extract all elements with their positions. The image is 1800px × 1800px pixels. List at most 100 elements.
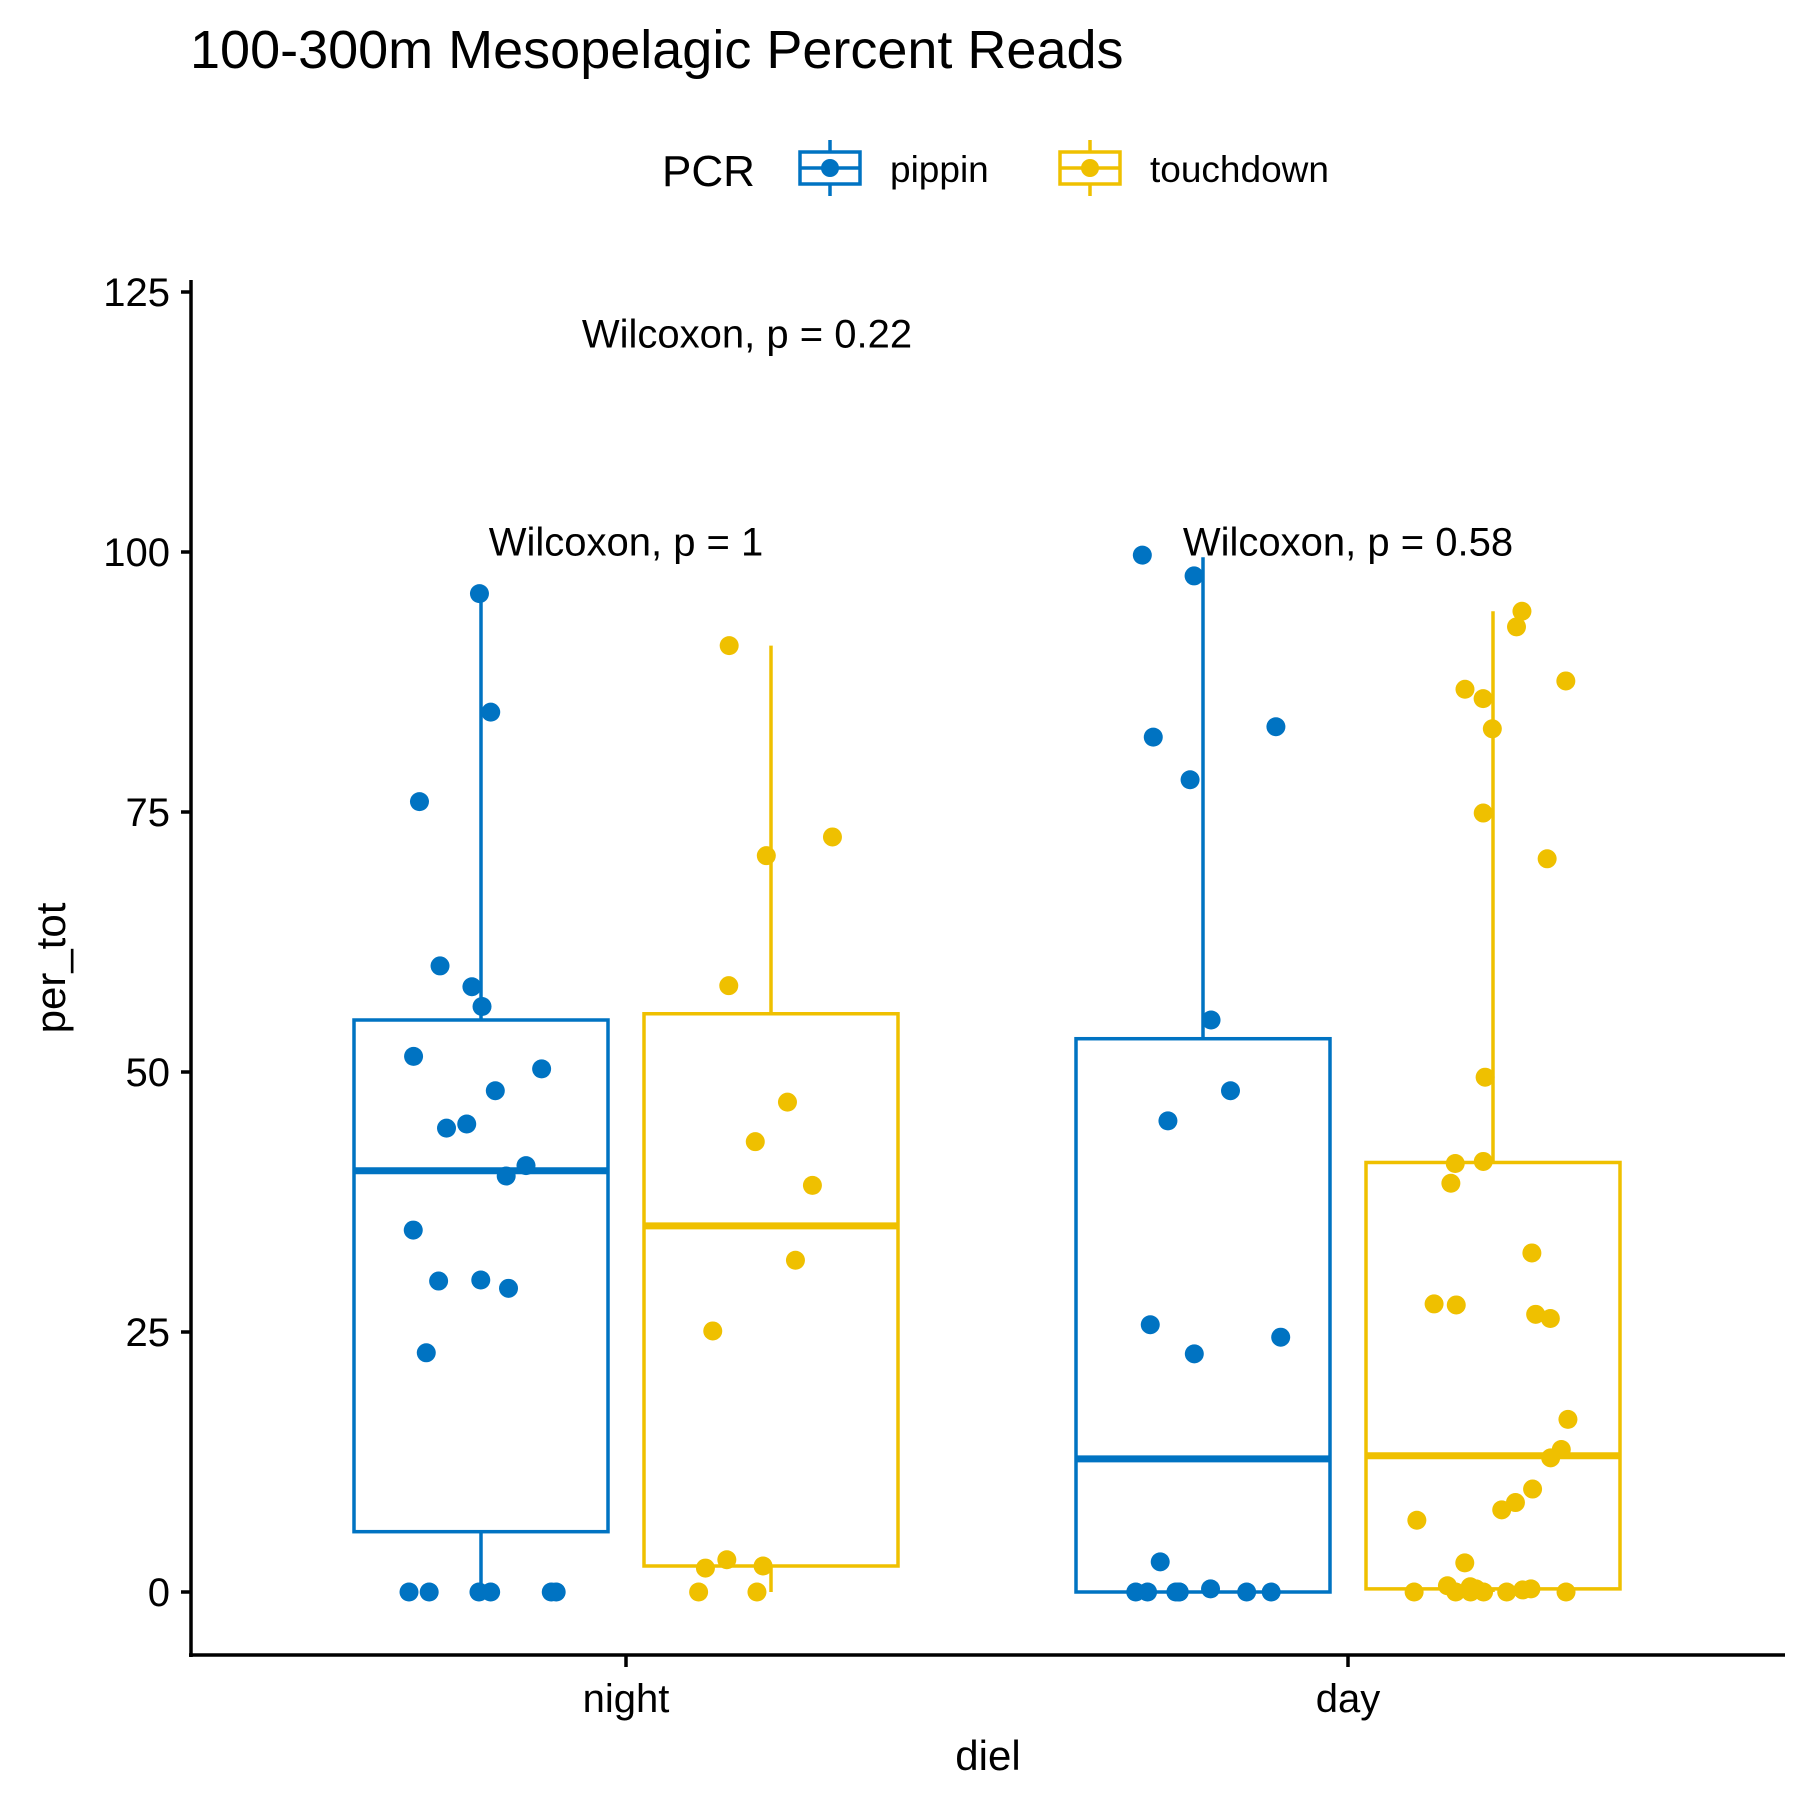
legend-item-touchdown: touchdown [1058, 140, 1329, 196]
data-point-pippin [1201, 1010, 1221, 1030]
annotation-label: Wilcoxon, p = 0.22 [582, 313, 912, 357]
data-point-touchdown [1512, 601, 1532, 621]
data-point-touchdown [1473, 803, 1493, 823]
data-point-pippin [1158, 1111, 1178, 1131]
legend-label: touchdown [1150, 149, 1329, 190]
data-point-touchdown [1556, 1582, 1576, 1602]
data-point-pippin [1126, 1582, 1146, 1602]
data-point-touchdown [1523, 1479, 1543, 1499]
data-point-pippin [1201, 1579, 1221, 1599]
box-iqr [1074, 1036, 1332, 1594]
data-point-pippin [409, 792, 429, 812]
data-point-touchdown [777, 1092, 797, 1112]
x-axis: night day diel [189, 1653, 1785, 1779]
data-point-touchdown [1482, 719, 1502, 739]
data-point-pippin [472, 996, 492, 1016]
data-point-touchdown [1473, 1151, 1493, 1171]
data-point-touchdown [1404, 1582, 1424, 1602]
data-point-pippin [499, 1278, 519, 1298]
y-axis-title: per_tot [27, 902, 74, 1033]
data-point-touchdown [1540, 1308, 1560, 1328]
data-point-touchdown [719, 636, 739, 656]
data-point-pippin [1169, 1582, 1189, 1602]
data-point-pippin [462, 977, 482, 997]
data-point-touchdown [1497, 1582, 1517, 1602]
data-point-pippin [1261, 1582, 1281, 1602]
box-iqr [1364, 1160, 1622, 1591]
data-point-pippin [416, 1343, 436, 1363]
data-point-touchdown [802, 1175, 822, 1195]
data-point-pippin [496, 1166, 516, 1186]
data-point-touchdown [689, 1582, 709, 1602]
data-point-touchdown [695, 1558, 715, 1578]
data-point-touchdown [1556, 671, 1576, 691]
data-point-pippin [404, 1046, 424, 1066]
data-point-pippin [1184, 566, 1204, 586]
data-point-pippin [481, 702, 501, 722]
data-point-touchdown [822, 827, 842, 847]
plot-area: Wilcoxon, p = 0.22 Wilcoxon, p = 1 Wilcoxo… [352, 313, 1622, 1602]
data-point-pippin [1220, 1081, 1240, 1101]
box-pippin-day [1074, 557, 1332, 1594]
data-point-pippin [437, 1118, 457, 1138]
data-point-touchdown [1446, 1295, 1466, 1315]
data-point-touchdown [1492, 1500, 1512, 1520]
data-point-pippin [1237, 1582, 1257, 1602]
box-touchdown-night [642, 645, 900, 1592]
annotation-label: Wilcoxon, p = 1 [489, 521, 764, 565]
data-point-touchdown [1507, 617, 1527, 637]
data-point-touchdown [1522, 1243, 1542, 1263]
data-point-touchdown [785, 1250, 805, 1270]
data-point-pippin [1184, 1344, 1204, 1364]
x-tick-label: day [1316, 1677, 1381, 1721]
data-point-pippin [532, 1059, 552, 1079]
data-point-pippin [429, 1271, 449, 1291]
y-tick-label: 100 [103, 531, 170, 575]
legend: PCR pippin touchdown [662, 140, 1329, 196]
y-tick-label: 75 [126, 791, 171, 835]
annotation-label: Wilcoxon, p = 0.58 [1183, 521, 1513, 565]
chart-title: 100-300m Mesopelagic Percent Reads [190, 20, 1124, 80]
box-iqr [352, 1018, 610, 1534]
data-point-pippin [457, 1114, 477, 1134]
data-point-pippin [1271, 1327, 1291, 1347]
data-point-pippin [399, 1582, 419, 1602]
box-pippin-night [352, 593, 610, 1592]
data-point-touchdown [745, 1132, 765, 1152]
data-point-touchdown [1558, 1409, 1578, 1429]
box-touchdown-day [1364, 611, 1622, 1592]
data-point-pippin [1266, 717, 1286, 737]
data-point-touchdown [1455, 679, 1475, 699]
data-point-pippin [469, 1582, 489, 1602]
data-point-pippin [485, 1081, 505, 1101]
data-point-touchdown [753, 1556, 773, 1576]
data-point-pippin [471, 1270, 491, 1290]
data-point-touchdown [1473, 689, 1493, 709]
data-point-touchdown [703, 1321, 723, 1341]
legend-label: pippin [890, 149, 989, 190]
data-point-pippin [546, 1582, 566, 1602]
x-tick-label: night [583, 1677, 670, 1721]
data-point-touchdown [1461, 1582, 1481, 1602]
data-point-touchdown [1446, 1582, 1466, 1602]
data-point-pippin [430, 956, 450, 976]
legend-key-point [1081, 159, 1099, 177]
data-point-pippin [403, 1220, 423, 1240]
data-point-touchdown [1407, 1510, 1427, 1530]
data-point-touchdown [719, 976, 739, 996]
data-point-touchdown [1455, 1553, 1475, 1573]
data-point-touchdown [756, 846, 776, 866]
data-point-touchdown [717, 1550, 737, 1570]
box-iqr [642, 1012, 900, 1568]
data-point-touchdown [1445, 1154, 1465, 1174]
data-point-pippin [469, 584, 489, 604]
data-point-pippin [1140, 1315, 1160, 1335]
data-point-touchdown [1521, 1579, 1541, 1599]
y-tick-label: 125 [103, 271, 170, 315]
data-point-pippin [1150, 1552, 1170, 1572]
x-axis-title: diel [955, 1732, 1020, 1779]
data-point-pippin [516, 1156, 536, 1176]
data-point-touchdown [1541, 1448, 1561, 1468]
data-point-pippin [1143, 727, 1163, 747]
